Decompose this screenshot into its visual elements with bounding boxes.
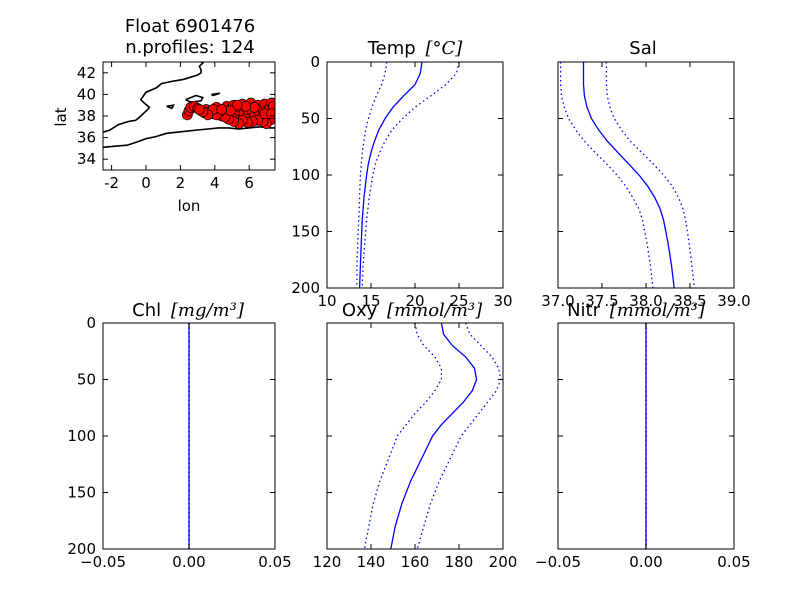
oxy-title: Oxy [mmol/m³] <box>342 300 483 321</box>
sal-title: Sal <box>629 38 656 59</box>
chl-title-units: [mg/m³] <box>171 300 245 321</box>
chl-xtick-label: −0.05 <box>80 553 126 571</box>
temp-xtick-label: 25 <box>449 292 468 310</box>
chl-ytick-label: 50 <box>77 371 96 389</box>
map-panel: -2 0 2 4 6 34 36 38 40 42 <box>77 61 276 192</box>
sal-xtick-label: 37.5 <box>585 292 618 310</box>
temp-upper-line <box>361 62 460 288</box>
coastline-0 <box>103 125 275 149</box>
temp-xtick-label: 15 <box>361 292 380 310</box>
oxy-lower-line <box>363 323 443 549</box>
map-xtick-label: 4 <box>210 174 220 192</box>
oxy-xtick-label: 200 <box>489 553 518 571</box>
sal-xtick-label: 39.0 <box>717 292 750 310</box>
map-ytick-label: 42 <box>77 64 96 82</box>
chl-xtick-label: 0.05 <box>258 553 291 571</box>
oxy-plot-area <box>363 323 502 549</box>
chl-ytick-label: 0 <box>86 314 96 332</box>
float-title: Float 6901476 <box>125 16 255 37</box>
temp-ytick-label: 100 <box>291 166 320 184</box>
temp-ytick-label: 50 <box>301 110 320 128</box>
coastline-3 <box>166 104 175 110</box>
temp-xtick-label: 30 <box>493 292 512 310</box>
nitr-title-label: Nitr <box>567 300 601 321</box>
nitr-xtick-label: 0.00 <box>629 553 662 571</box>
oxy-xtick-label: 140 <box>357 553 386 571</box>
oxy-xtick-label: 180 <box>445 553 474 571</box>
map-ytick-label: 36 <box>77 129 96 147</box>
oxy-panel: 120 140 160 180 200 <box>313 322 518 571</box>
map-plot-area <box>103 62 275 149</box>
sal-xtick-label: 37.0 <box>541 292 574 310</box>
sal-mean-line <box>582 62 675 288</box>
temp-xtick-label: 20 <box>405 292 424 310</box>
sal-upper-line <box>605 62 696 288</box>
sal-xtick-label: 38.5 <box>673 292 706 310</box>
chl-ytick-label: 150 <box>67 484 96 502</box>
temp-ytick-label: 150 <box>291 223 320 241</box>
chl-panel: −0.05 0.00 0.05 0 50 100 150 200 <box>67 314 291 571</box>
map-ytick-label: 38 <box>77 107 96 125</box>
oxy-mean-line <box>390 323 478 549</box>
sal-xtick-label: 38.0 <box>629 292 662 310</box>
sal-plot-area <box>559 62 696 288</box>
chl-title-label: Chl <box>132 300 161 321</box>
temp-mean-line <box>358 62 423 288</box>
profile-point <box>216 104 228 115</box>
coastline-2 <box>185 94 204 103</box>
plots-layer: -2 0 2 4 6 34 36 38 40 42 10 15 20 25 30 0 50 100 150 200 37… <box>67 53 750 571</box>
map-ylabel: lat <box>52 107 70 126</box>
oxy-xtick-label: 120 <box>313 553 342 571</box>
chl-title: Chl [mg/m³] <box>132 300 245 321</box>
profiles-count-title: n.profiles: 124 <box>125 37 255 58</box>
chl-ytick-label: 200 <box>67 540 96 558</box>
map-xtick-label: -2 <box>104 174 119 192</box>
map-ytick-label: 34 <box>77 150 96 168</box>
temp-ytick-label: 200 <box>291 279 320 297</box>
nitr-title: Nitr [mmol/m³] <box>567 300 706 321</box>
oxy-title-label: Oxy <box>342 300 378 321</box>
temp-title-units: [°C] <box>425 38 463 59</box>
nitr-xtick-label: 0.05 <box>717 553 750 571</box>
temp-title: Temp [°C] <box>367 38 464 59</box>
oxy-title-units: [mmol/m³] <box>387 300 483 321</box>
temp-plot-area <box>356 62 460 288</box>
temp-ytick-label: 0 <box>310 53 320 71</box>
sal-lower-line <box>559 62 654 288</box>
map-xtick-label: 0 <box>141 174 151 192</box>
coastline-4 <box>210 92 221 97</box>
nitr-xtick-label: −0.05 <box>535 553 581 571</box>
oxy-xtick-label: 160 <box>401 553 430 571</box>
map-ytick-label: 40 <box>77 85 96 103</box>
map-xlabel: lon <box>178 197 201 215</box>
chl-xtick-label: 0.00 <box>172 553 205 571</box>
map-xtick-label: 2 <box>176 174 186 192</box>
temp-title-label: Temp <box>367 38 416 59</box>
temp-panel: 10 15 20 25 30 0 50 100 150 200 <box>291 53 512 310</box>
profile-point <box>193 104 205 115</box>
map-xtick-label: 6 <box>244 174 254 192</box>
sal-panel: 37.0 37.5 38.0 38.5 39.0 <box>541 61 751 310</box>
coastline-1 <box>103 62 205 133</box>
nitr-panel: −0.05 0.00 0.05 <box>535 322 751 571</box>
chl-ytick-label: 100 <box>67 427 96 445</box>
nitr-title-units: [mmol/m³] <box>610 300 706 321</box>
temp-xtick-label: 10 <box>317 292 336 310</box>
